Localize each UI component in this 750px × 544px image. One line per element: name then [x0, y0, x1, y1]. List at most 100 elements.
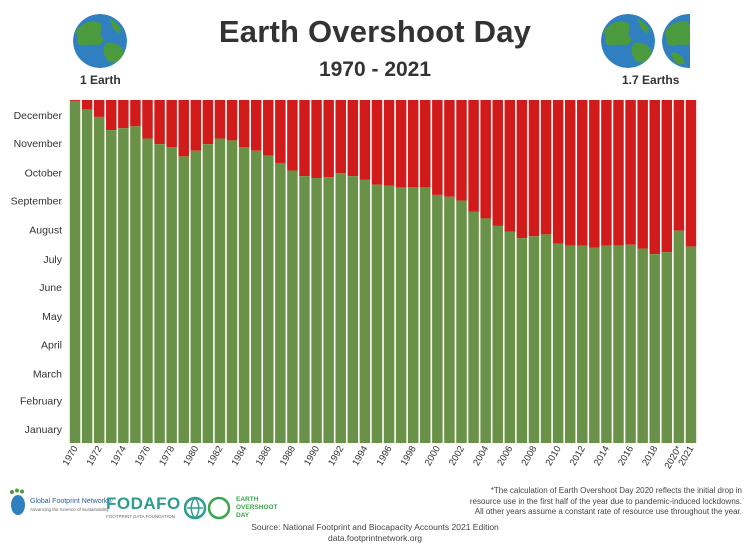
bar-overshoot-1991: [323, 100, 334, 178]
x-tick-1980: 1980: [181, 444, 201, 468]
y-tick-february: February: [20, 396, 63, 408]
bar-overshoot-1992: [335, 100, 346, 174]
bar-overshoot-1987: [275, 100, 286, 163]
bar-overshoot-2018: [649, 100, 660, 255]
bar-overshoot-2020: [673, 100, 685, 231]
bar-within-budget-1986: [263, 155, 274, 443]
x-tick-2008: 2008: [519, 444, 539, 468]
source-line-2: data.footprintnetwork.org: [327, 533, 423, 543]
one-point-seven-earths-label: 1.7 Earths: [622, 73, 680, 87]
bar-within-budget-2020: [673, 230, 685, 443]
bar-overshoot-1975: [130, 100, 141, 127]
bar-overshoot-1982: [214, 100, 226, 139]
y-tick-july: July: [43, 254, 62, 266]
x-tick-1984: 1984: [230, 444, 250, 468]
bar-within-budget-2005: [492, 225, 503, 443]
bar-within-budget-2003: [468, 211, 479, 443]
x-tick-2000: 2000: [423, 444, 443, 468]
bar-overshoot-1973: [106, 100, 117, 131]
y-tick-may: May: [42, 311, 63, 323]
bar-overshoot-2007: [516, 100, 528, 239]
gfn-tagline: Advancing the Science of Sustainability: [30, 507, 109, 512]
bar-overshoot-1989: [299, 100, 310, 177]
bar-within-budget-2009: [540, 234, 552, 443]
bar-within-budget-2019: [661, 252, 673, 443]
bar-within-budget-2013: [589, 247, 600, 443]
y-tick-november: November: [14, 138, 63, 150]
x-tick-1986: 1986: [254, 444, 274, 468]
bar-overshoot-1976: [142, 100, 153, 139]
bar-overshoot-2012: [577, 100, 588, 246]
bar-within-budget-1991: [323, 177, 334, 443]
x-tick-1998: 1998: [399, 444, 419, 468]
x-tick-1970: 1970: [61, 444, 81, 468]
x-tick-2012: 2012: [568, 444, 588, 468]
bar-overshoot-1985: [250, 100, 262, 151]
footnote: *The calculation of Earth Overshoot Day …: [422, 486, 742, 518]
partial-earth-globe-icon: [662, 14, 690, 68]
global-footprint-network-logo: Global Footprint Network® Advancing the …: [8, 488, 128, 520]
chart-subtitle: 1970 - 2021: [318, 58, 432, 81]
bar-within-budget-2012: [577, 245, 588, 443]
eod-line-1: EARTH: [236, 496, 259, 503]
bar-within-budget-1983: [226, 140, 238, 443]
bar-within-budget-1978: [166, 146, 177, 444]
x-tick-1978: 1978: [157, 444, 177, 468]
bar-overshoot-1977: [154, 100, 165, 145]
bar-overshoot-2008: [528, 100, 540, 237]
bar-within-budget-2000: [432, 194, 443, 443]
x-tick-1992: 1992: [326, 444, 346, 468]
y-tick-march: March: [33, 368, 62, 380]
bar-overshoot-1997: [395, 100, 407, 188]
infinity-globe-icon: [184, 496, 231, 520]
bar-within-budget-1979: [178, 156, 189, 443]
bar-within-budget-2004: [480, 218, 491, 443]
bar-overshoot-2021: [685, 100, 697, 247]
bar-overshoot-2010: [552, 100, 564, 244]
bar-overshoot-2009: [540, 100, 552, 235]
bar-overshoot-2005: [492, 100, 503, 226]
source-line-1: Source: National Footprint and Biocapaci…: [251, 522, 499, 532]
bar-overshoot-1996: [383, 100, 395, 186]
bar-overshoot-2011: [564, 100, 576, 246]
bar-within-budget-2008: [528, 236, 540, 443]
bar-within-budget-2007: [516, 238, 528, 443]
x-tick-1972: 1972: [85, 444, 105, 468]
bar-within-budget-2001: [444, 196, 455, 443]
x-tick-2010: 2010: [544, 444, 564, 468]
bar-overshoot-2019: [661, 100, 673, 253]
source-citation: Source: National Footprint and Biocapaci…: [200, 522, 550, 544]
bar-overshoot-1995: [371, 100, 383, 185]
bar-overshoot-1988: [287, 100, 298, 171]
x-tick-1974: 1974: [109, 444, 129, 468]
bar-within-budget-1970: [69, 100, 81, 443]
bar-overshoot-1972: [93, 100, 105, 117]
earth-globe-icon: [601, 14, 655, 68]
bar-overshoot-2001: [444, 100, 455, 197]
bar-within-budget-1984: [238, 146, 250, 444]
bar-overshoot-1970: [69, 100, 81, 101]
bar-within-budget-1993: [347, 176, 359, 443]
bar-overshoot-2016: [625, 100, 636, 245]
fodafo-tagline: FOOTPRINT DATA FOUNDATION: [106, 514, 175, 519]
bar-overshoot-1994: [359, 100, 371, 180]
bar-overshoot-1979: [178, 100, 189, 157]
bar-overshoot-2002: [456, 100, 467, 201]
bar-within-budget-1996: [383, 185, 395, 443]
fodafo-name: FODAFO: [106, 494, 181, 513]
earth-globe-icon: [73, 14, 127, 68]
y-tick-august: August: [29, 225, 62, 237]
x-tick-1994: 1994: [350, 444, 370, 468]
bar-within-budget-1981: [202, 144, 214, 444]
bar-within-budget-2017: [637, 248, 648, 443]
x-tick-2002: 2002: [447, 444, 467, 468]
x-tick-2016: 2016: [616, 444, 636, 468]
bar-within-budget-1988: [287, 170, 298, 444]
eod-line-3: DAY: [236, 512, 250, 519]
y-tick-april: April: [41, 339, 62, 351]
y-tick-january: January: [25, 424, 63, 436]
bar-overshoot-1998: [407, 100, 419, 188]
y-tick-october: October: [25, 167, 63, 179]
bar-within-budget-2006: [504, 231, 516, 443]
